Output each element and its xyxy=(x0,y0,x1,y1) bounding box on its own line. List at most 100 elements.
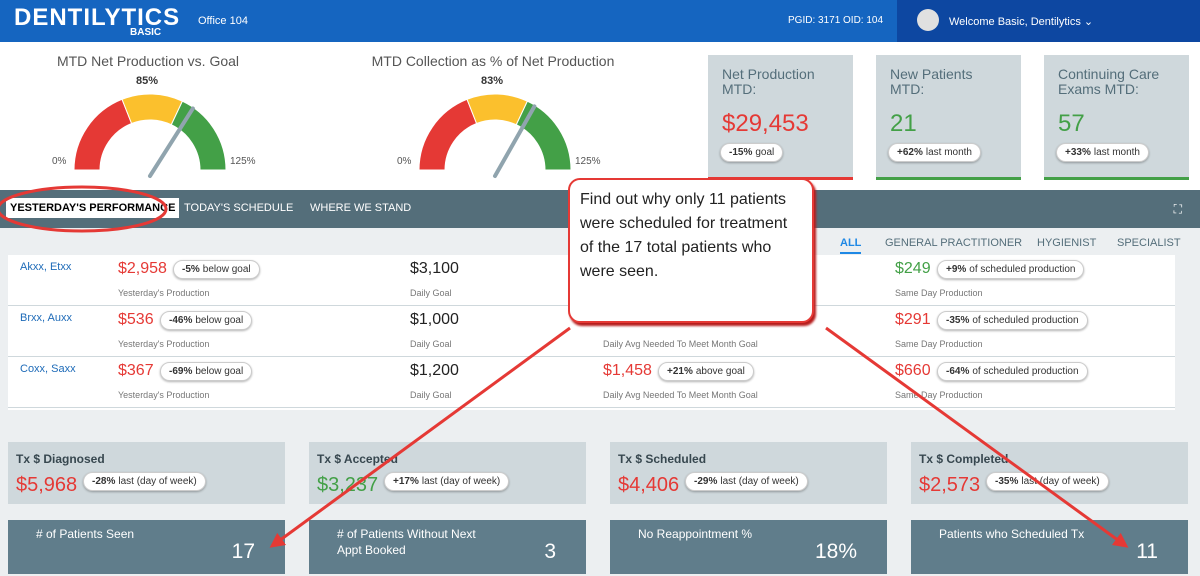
badge-change: -35% xyxy=(995,476,1019,487)
filter[interactable]: SPECIALIST xyxy=(1117,237,1181,249)
badge: -29% last (day of week) xyxy=(685,472,808,491)
cell-caption: Yesterday's Production xyxy=(118,339,210,349)
cell-caption: Daily Avg Needed To Meet Month Goal xyxy=(603,339,758,349)
patient-card: # of Patients Seen 17 xyxy=(8,520,285,574)
badge-text: of scheduled production xyxy=(969,264,1076,275)
badge-change: -35% xyxy=(946,315,970,326)
cell-caption: Daily Goal xyxy=(410,339,452,349)
kpi-value: 21 xyxy=(890,110,917,137)
kpi-title: Continuing Care Exams MTD: xyxy=(1058,66,1160,97)
office: Office 104 xyxy=(198,15,248,27)
gauge-max: 125% xyxy=(575,156,601,167)
tab[interactable]: YESTERDAY'S PERFORMANCE xyxy=(6,198,180,218)
badge-text: of scheduled production xyxy=(972,366,1079,377)
gauge-needle xyxy=(493,104,537,178)
badge-change: +9% xyxy=(946,264,967,275)
tx-value: $5,968 xyxy=(16,474,78,496)
badge: -46% below goal xyxy=(160,311,253,330)
badge: -69% below goal xyxy=(160,362,253,381)
arrow xyxy=(269,326,571,548)
arrow xyxy=(825,326,1129,548)
provider-name[interactable]: Brxx, Auxx xyxy=(20,312,72,324)
tx-card: Tx $ Scheduled $4,406 -29% last (day of wee… xyxy=(610,442,887,504)
badge: +33% last month xyxy=(1056,143,1149,162)
patient-title: # of Patients Seen xyxy=(36,527,135,541)
kpi-title: Net Production MTD: xyxy=(722,66,815,97)
badge: -35% of scheduled production xyxy=(937,311,1088,330)
callout: Find out why only 11 patients were sched… xyxy=(568,178,814,323)
cell-caption: Daily Goal xyxy=(410,390,452,400)
patient-card: No Reappointment % 18% xyxy=(610,520,887,574)
badge-text: below goal xyxy=(202,264,251,275)
gauge-title: MTD Collection as % of Net Production xyxy=(372,53,615,69)
badge: +21% above goal xyxy=(658,362,754,381)
badge-text: last month xyxy=(925,147,972,158)
avatar xyxy=(917,9,939,31)
expand-icon[interactable]: ⛶ xyxy=(1173,202,1182,216)
kpi-value: 57 xyxy=(1058,110,1085,137)
patient-title: Patients who Scheduled Tx xyxy=(939,527,1085,541)
badge-change: +17% xyxy=(393,476,419,487)
cell-value: $2,958 xyxy=(118,260,167,277)
badge-change: -5% xyxy=(182,264,200,275)
gauge-band xyxy=(515,100,572,171)
badge-change: -29% xyxy=(694,476,718,487)
patient-value: 11 xyxy=(1136,540,1158,563)
tx-value: $4,406 xyxy=(618,474,680,496)
kpi-value: $29,453 xyxy=(722,110,809,137)
tx-title: Tx $ Completed xyxy=(919,452,1009,466)
badge-change: -15% xyxy=(729,147,753,158)
filter[interactable]: HYGIENIST xyxy=(1037,237,1097,249)
badge: +9% of scheduled production xyxy=(937,260,1085,279)
logo-sub: BASIC xyxy=(130,27,162,38)
badge-change: +21% xyxy=(667,366,693,377)
badge-change: -69% xyxy=(169,366,193,377)
cell-value: $367 xyxy=(118,362,154,379)
cell-caption: Daily Avg Needed To Meet Month Goal xyxy=(603,390,758,400)
patient-value: 3 xyxy=(544,540,556,563)
kpi-card: New Patients MTD: 21 +62% last month xyxy=(876,55,1021,180)
badge-text: last month xyxy=(1093,147,1140,158)
cell-value: $249 xyxy=(895,260,931,277)
cell-caption: Yesterday's Production xyxy=(118,390,210,400)
badge-change: -46% xyxy=(169,315,193,326)
gauge-value: 85% xyxy=(136,75,158,87)
gauges: MTD Net Production vs. Goal 85% 0% 125% MTD … xyxy=(52,53,615,178)
badge-change: -64% xyxy=(946,366,970,377)
filter[interactable]: GENERAL PRACTITIONER xyxy=(885,237,1023,249)
patient-title: No Reappointment % xyxy=(638,527,753,541)
kpi-card: Net Production MTD: $29,453 -15% goal xyxy=(708,55,853,180)
cell-value: $1,200 xyxy=(410,362,459,379)
cell-value: $291 xyxy=(895,311,931,328)
tx-value: $2,573 xyxy=(919,474,981,496)
kpi-title: New Patients MTD: xyxy=(890,66,973,97)
cell-value: $3,100 xyxy=(410,260,459,277)
cell-value: $1,000 xyxy=(410,311,459,328)
filter[interactable]: ALL xyxy=(840,237,862,254)
patient-title: # of Patients Without Next Appt Booked xyxy=(337,527,476,557)
badge-text: last (day of week) xyxy=(421,476,501,487)
cell-caption: Same Day Production xyxy=(895,288,983,298)
user-area[interactable]: Welcome Basic, Dentilytics ⌄ xyxy=(897,0,1200,42)
badge-text: last (day of week) xyxy=(1021,476,1100,487)
provider-name[interactable]: Coxx, Saxx xyxy=(20,363,76,375)
tab[interactable]: WHERE WE STAND xyxy=(310,202,412,214)
header: DENTILYTICS BASIC Office 104 PGID: 3171 … xyxy=(0,0,1200,42)
cell-value: $536 xyxy=(118,311,154,328)
highlight-ellipse xyxy=(0,185,168,233)
tx-title: Tx $ Scheduled xyxy=(618,452,707,466)
gauge-min: 0% xyxy=(397,156,412,167)
tx-title: Tx $ Accepted xyxy=(317,452,398,466)
patient-card: Patients who Scheduled Tx 11 xyxy=(911,520,1188,574)
gauge-max: 125% xyxy=(230,156,256,167)
patient-value: 18% xyxy=(814,540,857,563)
logo: DENTILYTICS xyxy=(14,4,181,31)
badge-change: -28% xyxy=(92,476,116,487)
welcome[interactable]: Welcome Basic, Dentilytics ⌄ xyxy=(949,16,1094,28)
provider-name[interactable]: Akxx, Etxx xyxy=(20,261,72,273)
tab[interactable]: TODAY'S SCHEDULE xyxy=(184,202,294,214)
cell-caption: Same Day Production xyxy=(895,390,983,400)
cell-caption: Daily Goal xyxy=(410,288,452,298)
